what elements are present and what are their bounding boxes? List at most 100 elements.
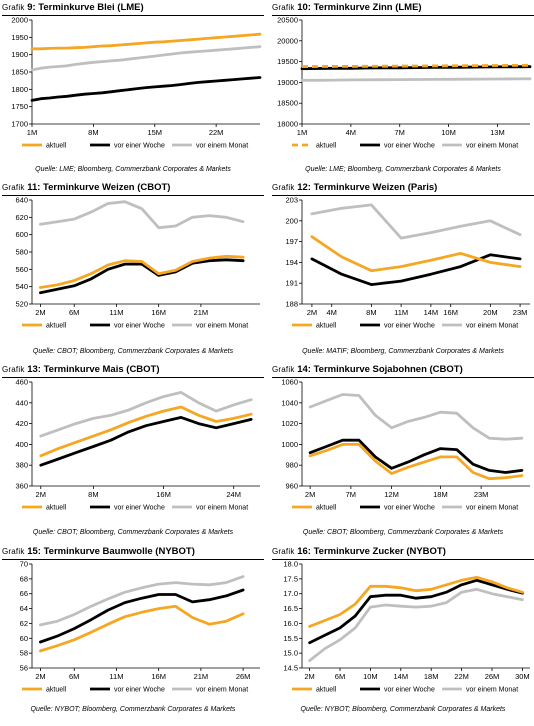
x-tick-label: 11M	[109, 308, 123, 317]
x-tick-label: 21M	[194, 308, 209, 317]
series-line-woche	[300, 65, 532, 71]
x-tick-label: 7M	[346, 490, 356, 499]
x-tick-label: 21M	[194, 672, 209, 681]
panel-heading: Grafik 12: Terminkurve Weizen (Paris)	[272, 182, 437, 193]
series-line-monat	[39, 390, 253, 438]
x-tick-label: 2M	[35, 308, 45, 317]
y-tick-label: 62	[20, 619, 28, 628]
series-line-woche	[308, 578, 524, 645]
y-tick-label: 194	[285, 258, 298, 267]
y-tick-label: 1000	[281, 440, 298, 449]
y-tick-label: 60	[20, 634, 28, 643]
x-tick-label: 20M	[483, 308, 498, 317]
chart-panel-blei: Grafik 9: Terminkurve Blei (LME) 1700 175…	[2, 2, 264, 182]
x-tick-label: 18M	[433, 490, 448, 499]
line-chart: 188 191 194 197 200 203 2M 4M 8M 11M 14M 16M 20M 23M a…	[285, 196, 530, 330]
y-tick-label: 18000	[277, 120, 298, 129]
panel-heading: Grafik 11: Terminkurve Weizen (CBOT)	[2, 182, 170, 193]
y-tick-label: 16.0	[283, 619, 298, 628]
grafik-label: Grafik	[272, 183, 295, 192]
y-tick-label: 540	[15, 282, 28, 291]
legend-label-aktuell: aktuell	[46, 687, 67, 694]
chart-title: Terminkurve Zucker (NYBOT)	[313, 546, 446, 557]
series-line-monat	[30, 45, 262, 72]
chart-panel-zucker: Grafik 16: Terminkurve Zucker (NYBOT) 14…	[272, 546, 534, 726]
x-tick-label: 16M	[156, 490, 171, 499]
title-rule	[272, 559, 534, 560]
title-rule	[272, 195, 534, 196]
x-tick-label: 23M	[513, 308, 528, 317]
y-tick-label: 1060	[281, 378, 298, 387]
y-tick-label: 400	[15, 440, 28, 449]
series-line-aktuell	[301, 63, 531, 68]
y-tick-label: 560	[15, 265, 28, 274]
legend-label-aktuell: aktuell	[316, 143, 337, 150]
x-tick-label: 11M	[394, 308, 408, 317]
y-tick-label: 600	[15, 230, 28, 239]
panel-heading: Grafik 13: Terminkurve Mais (CBOT)	[2, 364, 160, 375]
chart-title: Terminkurve Baumwolle (NYBOT)	[43, 546, 195, 557]
series-line-woche	[39, 416, 253, 467]
title-rule	[2, 15, 264, 16]
legend-label-woche: vor einer Woche	[114, 323, 165, 330]
x-tick-label: 8M	[88, 490, 98, 499]
series-line-woche	[39, 258, 245, 295]
series-line-woche	[310, 253, 522, 286]
chart-source: Quelle: CBOT; Bloomberg, Commerzbank Cor…	[32, 529, 234, 536]
panel-heading: Grafik 9: Terminkurve Blei (LME)	[2, 2, 144, 13]
series-line-aktuell	[39, 254, 245, 289]
legend-label-monat: vor einem Monat	[466, 505, 518, 512]
y-tick-label: 197	[285, 237, 298, 246]
legend-label-woche: vor einer Woche	[114, 687, 165, 694]
chart-source: Quelle: LME; Bloomberg, Commerzbank Corp…	[305, 166, 501, 173]
x-tick-label: 16M	[151, 672, 166, 681]
line-chart: 960 980 1000 1020 1040 1060 2M 7M 12M 18M 23M aktue…	[281, 378, 530, 512]
y-tick-label: 460	[15, 378, 28, 387]
series-line-monat	[39, 200, 245, 230]
legend-label-aktuell: aktuell	[316, 323, 337, 330]
x-tick-label: 22M	[209, 128, 224, 137]
x-tick-label: 26M	[236, 672, 251, 681]
chart-source: Quelle: NYBOT; Bloomberg, Commerzbank Co…	[30, 706, 236, 713]
chart-source: Quelle: NYBOT; Bloomberg, Commerzbank Co…	[300, 706, 506, 713]
chart-panel-sojabohnen: Grafik 14: Terminkurve Sojabohnen (CBOT)…	[272, 364, 534, 544]
x-tick-label: 13M	[490, 128, 505, 137]
y-tick-label: 580	[15, 248, 28, 257]
x-tick-label: 15M	[147, 128, 162, 137]
series-line-aktuell	[30, 32, 262, 51]
legend-label-monat: vor einem Monat	[466, 323, 518, 330]
y-tick-label: 1700	[11, 120, 28, 129]
line-chart: 360 380 400 420 440 460 2M 8M 16M 24M aktuell vor e…	[15, 378, 260, 512]
y-tick-label: 19000	[277, 78, 298, 87]
y-tick-label: 64	[20, 604, 28, 613]
chart-source: Quelle: CBOT; Bloomberg, Commerzbank Cor…	[32, 348, 234, 355]
panel-heading: Grafik 16: Terminkurve Zucker (NYBOT)	[272, 546, 446, 557]
x-tick-label: 14M	[424, 308, 439, 317]
x-tick-label: 8M	[366, 308, 376, 317]
legend-label-woche: vor einer Woche	[384, 687, 435, 694]
chart-title: Terminkurve Weizen (Paris)	[313, 182, 438, 193]
grafik-number: 12:	[297, 182, 311, 193]
x-tick-label: 2M	[304, 672, 314, 681]
y-tick-label: 1800	[11, 85, 28, 94]
legend-label-woche: vor einer Woche	[384, 323, 435, 330]
title-rule	[2, 559, 264, 560]
chart-title: Terminkurve Sojabohnen (CBOT)	[313, 364, 463, 375]
y-tick-label: 200	[285, 216, 298, 225]
chart-panel-baumwolle: Grafik 15: Terminkurve Baumwolle (NYBOT)…	[2, 546, 264, 726]
y-tick-label: 19500	[277, 57, 298, 66]
x-tick-label: 2M	[36, 490, 46, 499]
panel-heading: Grafik 14: Terminkurve Sojabohnen (CBOT)	[272, 364, 463, 375]
legend-label-aktuell: aktuell	[316, 687, 337, 694]
x-tick-label: 14M	[394, 672, 409, 681]
x-tick-label: 10M	[363, 672, 378, 681]
x-tick-label: 12M	[384, 490, 399, 499]
chart-source: Quelle: CBOT; Bloomberg, Commerzbank Cor…	[302, 529, 504, 536]
y-tick-label: 18500	[277, 99, 298, 108]
series-line-aktuell	[310, 235, 522, 273]
x-tick-label: 24M	[226, 490, 241, 499]
x-tick-label: 30M	[515, 672, 530, 681]
x-tick-label: 1M	[297, 128, 307, 137]
x-tick-label: 6M	[335, 672, 345, 681]
series-line-aktuell	[308, 443, 524, 481]
